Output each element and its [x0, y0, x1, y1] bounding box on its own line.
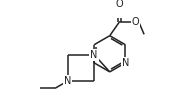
Text: O: O — [115, 0, 123, 9]
Text: N: N — [122, 58, 129, 68]
Text: N: N — [64, 76, 71, 86]
Text: O: O — [132, 17, 139, 27]
Text: N: N — [90, 50, 98, 60]
